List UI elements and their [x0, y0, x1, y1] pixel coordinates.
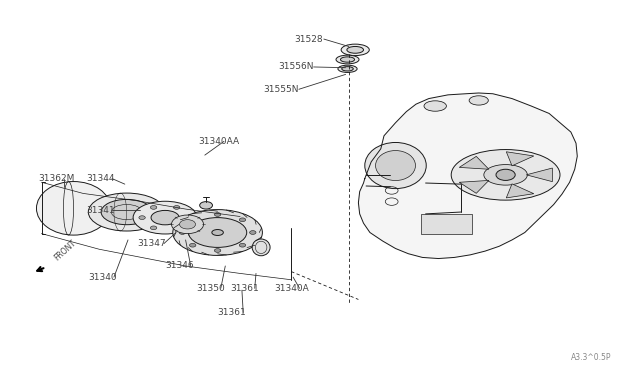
Text: 31350: 31350: [196, 284, 225, 293]
Polygon shape: [460, 156, 489, 169]
Circle shape: [496, 169, 515, 180]
Ellipse shape: [484, 164, 527, 185]
Ellipse shape: [451, 150, 560, 200]
Text: A3.3^0.5P: A3.3^0.5P: [571, 353, 611, 362]
Circle shape: [239, 218, 246, 222]
Polygon shape: [526, 168, 552, 182]
Circle shape: [139, 216, 145, 219]
Ellipse shape: [376, 151, 415, 180]
Text: 31340AA: 31340AA: [198, 137, 239, 146]
Ellipse shape: [469, 96, 488, 105]
Text: 31344: 31344: [86, 174, 115, 183]
Ellipse shape: [212, 230, 223, 235]
Text: 31340A: 31340A: [274, 284, 308, 293]
Text: 31556N: 31556N: [278, 62, 314, 71]
Ellipse shape: [36, 182, 111, 235]
Ellipse shape: [252, 239, 270, 256]
Circle shape: [150, 206, 157, 209]
Circle shape: [179, 231, 186, 234]
Circle shape: [173, 226, 180, 230]
Bar: [421, 214, 472, 234]
Ellipse shape: [340, 57, 355, 62]
Circle shape: [214, 248, 221, 252]
Ellipse shape: [347, 46, 364, 53]
Ellipse shape: [151, 211, 179, 225]
Polygon shape: [460, 180, 489, 193]
Circle shape: [150, 226, 157, 230]
Circle shape: [214, 213, 221, 217]
Circle shape: [189, 218, 196, 222]
Text: 31362M: 31362M: [38, 174, 75, 183]
Ellipse shape: [342, 67, 353, 71]
Ellipse shape: [133, 201, 197, 234]
Circle shape: [189, 243, 196, 247]
Ellipse shape: [101, 199, 152, 225]
Ellipse shape: [338, 65, 357, 73]
Circle shape: [200, 202, 212, 209]
Text: 31361: 31361: [218, 308, 246, 317]
Polygon shape: [506, 184, 534, 198]
Text: 31341: 31341: [86, 206, 115, 215]
Polygon shape: [358, 93, 577, 259]
Text: 31555N: 31555N: [264, 85, 299, 94]
Ellipse shape: [341, 44, 369, 55]
Ellipse shape: [173, 209, 262, 256]
Polygon shape: [506, 152, 534, 166]
Ellipse shape: [88, 193, 165, 231]
Circle shape: [173, 206, 180, 209]
Text: 31361: 31361: [230, 284, 259, 293]
Ellipse shape: [189, 218, 247, 247]
Text: 31346: 31346: [165, 262, 194, 270]
Ellipse shape: [336, 55, 359, 64]
Text: 31347: 31347: [138, 239, 166, 248]
Text: 31340: 31340: [88, 273, 117, 282]
Circle shape: [172, 215, 204, 234]
Circle shape: [179, 219, 196, 229]
Text: FRONT: FRONT: [52, 238, 78, 263]
Circle shape: [185, 216, 191, 219]
Ellipse shape: [424, 101, 447, 111]
Circle shape: [250, 231, 256, 234]
Circle shape: [239, 243, 246, 247]
Ellipse shape: [365, 142, 426, 189]
Text: 31528: 31528: [294, 35, 323, 44]
